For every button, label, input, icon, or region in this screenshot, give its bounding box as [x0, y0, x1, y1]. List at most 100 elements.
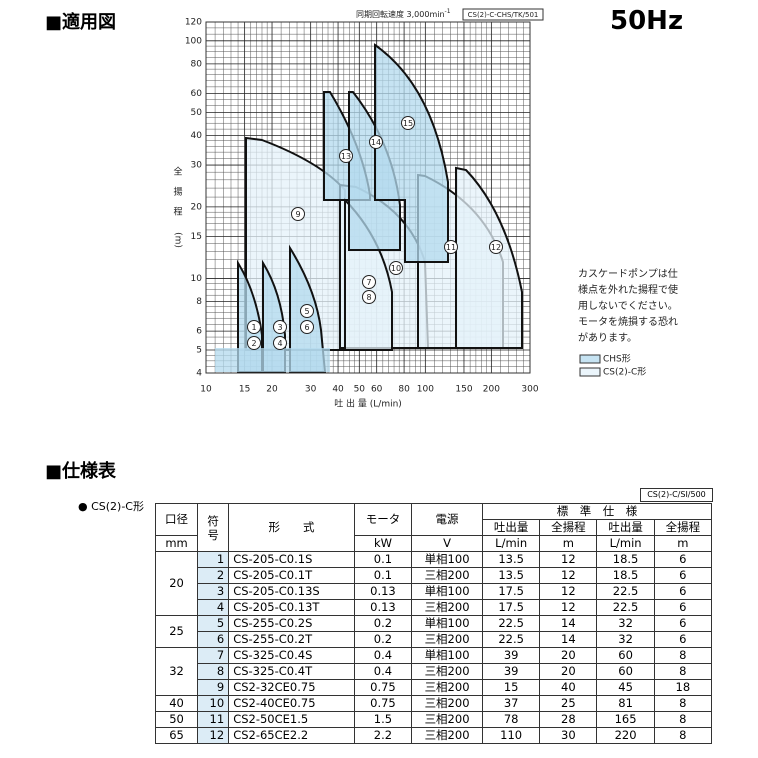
table-row: 4 CS-205-C0.13T 0.13 三相200 17.5 12 22.5 6	[156, 599, 713, 616]
region-label: 10	[391, 264, 401, 273]
x-tick-label: 20	[266, 385, 278, 395]
y-tick-label: 50	[191, 108, 203, 118]
table-cell: 1.5	[353, 711, 413, 728]
table-cell: 6	[653, 631, 713, 648]
table-row: 口径符号形 式モータ 電源標 準 仕 様	[154, 503, 712, 552]
y-tick-label: 8	[196, 297, 202, 307]
y-tick-label: 120	[185, 18, 202, 28]
frequency: 50Hz	[610, 6, 684, 36]
y-tick-label: 100	[185, 36, 202, 46]
label-circle	[339, 149, 353, 163]
table-cell: 8	[653, 695, 713, 712]
table-row: mm kW V L/min m L/min m	[154, 535, 713, 552]
label-circle	[300, 320, 314, 334]
y-tick-label: 30	[191, 161, 203, 171]
table-cell: L/min	[596, 535, 655, 552]
y-tick-label: 10	[191, 274, 203, 284]
table-cell: 22.5	[596, 583, 655, 600]
table-row: 6 CS-255-C0.2T 0.2 三相200 22.5 14 32 6	[156, 631, 713, 648]
header-char: 符	[207, 513, 219, 528]
regions	[215, 43, 523, 373]
x-tick-label: 60	[371, 385, 383, 395]
table-cell: 三相200	[411, 679, 484, 696]
table-cell: 32	[596, 631, 655, 648]
table-cell: CS-325-C0.4T	[228, 663, 355, 680]
table-cell: 0.13	[353, 599, 413, 616]
table-cell: 18.5	[596, 551, 655, 568]
x-tick-label: 150	[455, 385, 472, 395]
table-cell: 39	[482, 663, 541, 680]
table-cell: 45	[596, 679, 655, 696]
table-row: 20 1 CS-205-C0.1S 0.1 単相100 13.5 12 18.5 6	[154, 551, 713, 616]
table-cell: CS2-50CE1.5	[228, 711, 355, 728]
label-circle	[369, 135, 383, 149]
table-cell: 32	[154, 647, 199, 696]
region-label: 13	[341, 152, 351, 161]
table-row: 32 7 CS-325-C0.4S 0.4 単相100 39 20 60 8	[154, 647, 713, 696]
table-cell: 11	[197, 711, 230, 728]
table-cell: 0.2	[353, 631, 413, 648]
chart-code: CS(2)-C-CHS/TK/501	[468, 11, 539, 19]
table-cell: 22.5	[596, 599, 655, 616]
caution-line: カスケードポンプは仕	[578, 267, 678, 280]
label-circle	[389, 261, 403, 275]
y-tick-label: 6	[196, 327, 202, 337]
table-cell: 6	[197, 631, 230, 648]
y-label: 全	[173, 166, 182, 178]
table-row: 3 CS-205-C0.13S 0.13 単相100 17.5 12 22.5 6	[156, 583, 713, 600]
region-label: 4	[277, 339, 282, 348]
table-cell: 2	[197, 567, 230, 584]
table-cell: 12	[539, 567, 598, 584]
table-cell: CS-205-C0.1S	[228, 551, 355, 568]
region-label: 11	[446, 243, 456, 252]
table-cell: CS-255-C0.2S	[228, 615, 355, 632]
y-tick-label: 5	[196, 345, 202, 355]
table-row: 25 5 CS-255-C0.2S 0.2 単相100 22.5 14 32 6	[154, 615, 713, 648]
caution-line: 用しないでください。	[578, 300, 678, 312]
table-cell: 10	[197, 695, 230, 712]
region-label: 1	[251, 323, 256, 332]
table-cell: 8	[197, 663, 230, 680]
table-cell: 三相200	[411, 695, 484, 712]
table-cell: 2.2	[353, 727, 413, 744]
speed-note: 同期回転速度 3,000min-1	[356, 8, 451, 19]
label-circle	[247, 320, 261, 334]
x-tick-label: 80	[398, 385, 410, 395]
table-cell: 三相200	[411, 663, 484, 680]
spec-code: CS(2)-C/SI/500	[640, 488, 713, 502]
series-label: ● CS(2)-C形	[78, 500, 144, 513]
table-cell: 単相100	[411, 647, 484, 664]
table-cell: 12	[539, 599, 598, 616]
label-circle	[444, 240, 458, 254]
table-cell: 28	[539, 711, 598, 728]
region-label: 2	[251, 339, 256, 348]
label-circle	[247, 336, 261, 350]
table-cell: V	[411, 535, 484, 552]
table-cell: 110	[482, 727, 541, 744]
chart: 10 15 20 30 40 50 60 80 100 150 200 300456810152030…	[173, 8, 679, 410]
section-title: ■適用図	[45, 12, 117, 33]
label-circle	[273, 320, 287, 334]
y-tick-label: 15	[191, 232, 202, 242]
table-cell: 全揚程	[653, 519, 713, 536]
table-cell: 165	[596, 711, 655, 728]
table-cell: 40	[539, 679, 598, 696]
table-cell: 0.1	[353, 567, 413, 584]
table-cell: kW	[353, 535, 413, 552]
label-circle	[300, 304, 314, 318]
speed-note-sup: -1	[445, 8, 451, 15]
table-cell: CS2-65CE2.2	[228, 727, 355, 744]
table-cell: 22.5	[482, 615, 541, 632]
table-cell: 81	[596, 695, 655, 712]
table-cell: 6	[653, 551, 713, 568]
x-tick-label: 300	[521, 385, 538, 395]
table-cell: 37	[482, 695, 541, 712]
table-cell: 単相100	[411, 615, 484, 632]
table-row: 吐出量 全揚程 吐出量 全揚程	[156, 519, 713, 536]
table-cell: CS2-32CE0.75	[228, 679, 355, 696]
table-cell: 17.5	[482, 583, 541, 600]
table-cell: 吐出量	[596, 519, 655, 536]
x-tick-label: 200	[483, 385, 500, 395]
